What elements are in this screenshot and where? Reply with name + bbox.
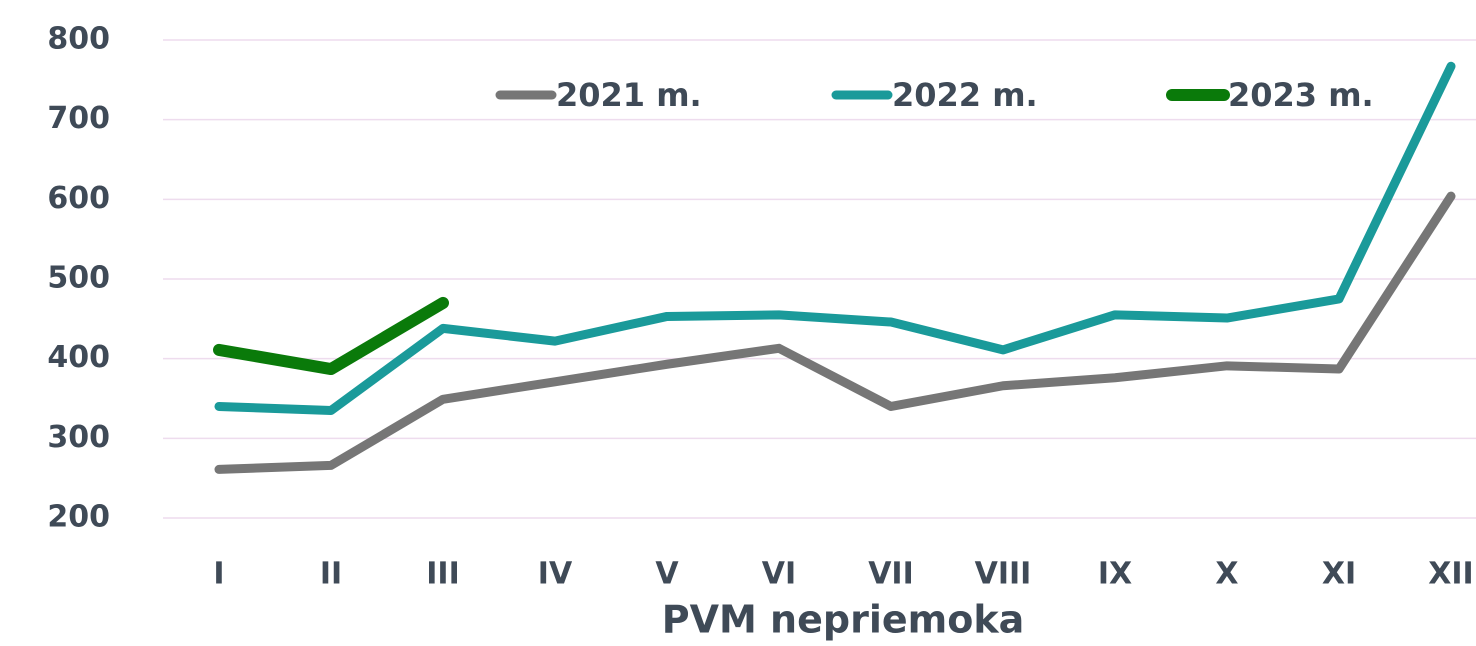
legend-label: 2022 m.	[892, 76, 1038, 114]
x-tick-label: V	[655, 557, 679, 592]
x-tick-label: VIII	[975, 557, 1032, 592]
x-tick-label: X	[1215, 557, 1238, 592]
y-tick-label: 200	[47, 500, 110, 535]
x-axis-label: PVM nepriemoka	[662, 598, 1024, 642]
x-tick-label: III	[426, 557, 460, 592]
y-tick-label: 400	[47, 340, 110, 375]
x-tick-label: VI	[762, 557, 796, 592]
x-tick-label: II	[320, 557, 342, 592]
line-series	[213, 296, 449, 376]
y-tick-label: 300	[47, 420, 110, 455]
y-tick-label: 600	[47, 181, 110, 216]
x-tick-label: XI	[1322, 557, 1356, 592]
line-series	[214, 191, 1456, 474]
y-tick-label: 500	[47, 261, 110, 296]
y-tick-label: 700	[47, 101, 110, 136]
x-tick-label: VII	[868, 557, 914, 592]
line-series	[214, 61, 1456, 415]
legend-label: 2023 m.	[1228, 76, 1374, 114]
y-tick-label: 800	[47, 22, 110, 57]
legend-label: 2021 m.	[556, 76, 702, 114]
x-tick-label: IX	[1098, 557, 1132, 592]
x-tick-label: IV	[538, 557, 573, 592]
x-tick-label: XII	[1428, 557, 1473, 592]
x-tick-label: I	[213, 557, 224, 592]
